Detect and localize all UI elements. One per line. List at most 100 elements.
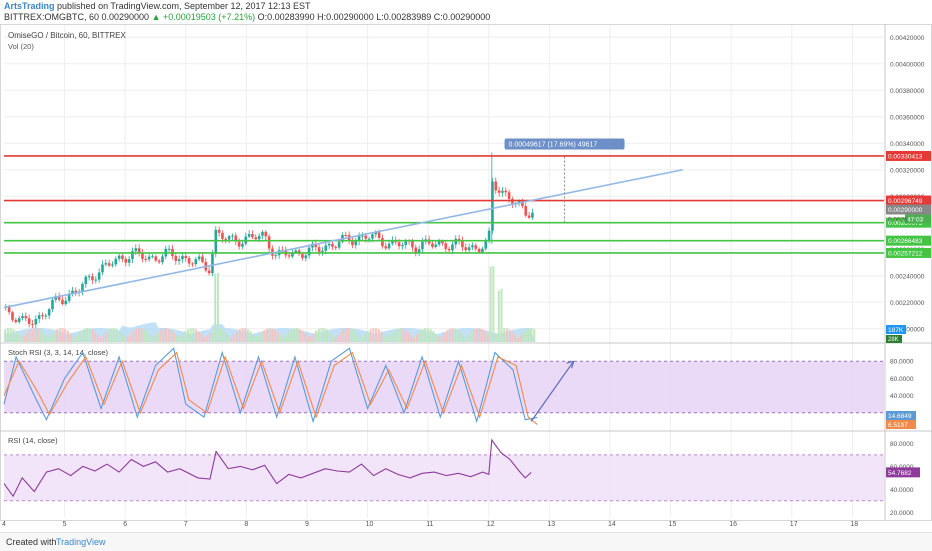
candle-body [491, 181, 494, 231]
x-tick-label: 5 [63, 521, 67, 528]
volume-bar [66, 330, 69, 342]
candle-body [64, 300, 68, 305]
volume-bar [323, 328, 326, 342]
candle-body [271, 248, 274, 256]
volume-bar [192, 328, 195, 342]
volume-bar [516, 337, 519, 342]
volume-bar [173, 332, 176, 342]
candle-body [337, 241, 341, 248]
volume-tick: 28K [888, 337, 899, 343]
candle-body [344, 235, 348, 237]
volume-bar [287, 331, 290, 342]
volume-bar [407, 332, 410, 342]
volume-bar [396, 328, 399, 342]
stoch-y-tick: 60.0000 [890, 376, 914, 383]
created-with-text: Created with [6, 537, 57, 547]
candle-body [117, 255, 121, 259]
volume-bar [219, 328, 222, 342]
volume-bar [249, 330, 252, 342]
volume-bar [347, 328, 350, 342]
volume-bar [159, 329, 162, 342]
stoch-value-label: 6.5197 [888, 422, 908, 429]
candle-body [124, 258, 128, 263]
candle-body [91, 276, 94, 281]
candle-body [207, 270, 211, 274]
candle-body [417, 249, 421, 253]
volume-bar [126, 336, 129, 342]
candle-body [11, 312, 14, 320]
y-tick-label: 0.00200000 [890, 326, 925, 333]
volume-bar [402, 328, 405, 342]
volume-bar [268, 328, 271, 342]
volume-bar [143, 329, 146, 342]
candle-body [224, 238, 228, 240]
volume-bar [366, 330, 369, 342]
candle-body [384, 246, 388, 249]
candle-body [257, 235, 261, 240]
volume-bar [375, 328, 378, 342]
volume-bar [495, 333, 498, 342]
candle-body [184, 256, 188, 259]
volume-bar [72, 336, 75, 342]
volume-bar [315, 330, 318, 342]
countdown-label: 47:03 [907, 217, 924, 224]
last-price-label: 0.00290000 [888, 207, 923, 214]
candle-body [74, 290, 78, 293]
candle-body [71, 290, 74, 294]
stoch-series-line [3, 347, 538, 424]
volume-bar [301, 330, 304, 342]
candle-body [291, 252, 294, 257]
author-link[interactable]: ArtsTrading [4, 1, 55, 11]
candle-body [444, 243, 448, 249]
x-tick-label: 15 [669, 521, 677, 528]
main-price-pane: OmiseGO / Bitcoin, 60, BITTREX Vol (20) 0.… [3, 31, 884, 342]
candle-body [441, 241, 444, 244]
volume-bar [276, 332, 279, 342]
countdown-bg [905, 214, 931, 224]
candle-body [127, 259, 131, 263]
volume-bar [203, 337, 206, 342]
volume-bar [110, 328, 113, 342]
volume-bar [320, 328, 323, 342]
volume-bar [511, 331, 514, 342]
candle-body [177, 259, 181, 261]
volume-bar [298, 328, 301, 342]
rsi-pane: RSI (14, close) [3, 436, 884, 502]
candle-body [107, 263, 111, 266]
candle-body [237, 241, 241, 247]
candle-body [134, 248, 138, 252]
volume-bar [165, 328, 168, 342]
volume-bar [31, 328, 34, 342]
candle-body [317, 247, 321, 252]
volume-bar [189, 328, 192, 342]
volume-bar [533, 328, 536, 342]
volume-bar [391, 332, 394, 342]
volume-bar [456, 329, 459, 342]
volume-bar [418, 331, 421, 342]
candle-body [364, 235, 368, 239]
volume-bar [167, 328, 170, 342]
volume-bar [208, 332, 211, 342]
volume-bar [236, 331, 239, 342]
candle-body [351, 241, 354, 246]
volume-bar [80, 330, 83, 342]
candle-body [391, 240, 394, 244]
volume-bar [388, 335, 391, 342]
candle-body [7, 306, 11, 313]
level-label-bg [886, 247, 931, 258]
candle-body [331, 243, 334, 247]
candle-body [67, 293, 71, 301]
volume-bar [405, 330, 408, 342]
volume-bar [454, 328, 457, 342]
candle-body [431, 243, 434, 247]
price-axis: 0.00420000 0.00400000 0.00380000 0.00360000… [886, 35, 931, 517]
rsi-y-tick: 40.0000 [890, 487, 914, 494]
volume-bar [34, 328, 37, 342]
candle-body [157, 260, 161, 263]
volume-bar [306, 336, 309, 342]
volume-bar [459, 332, 462, 342]
volume-bar [118, 330, 121, 342]
chart-canvas[interactable]: OmiseGO / Bitcoin, 60, BITTREX Vol (20) 0.… [0, 24, 932, 532]
volume-bar [266, 328, 269, 342]
tradingview-logo-link[interactable]: TradingView [56, 537, 106, 547]
